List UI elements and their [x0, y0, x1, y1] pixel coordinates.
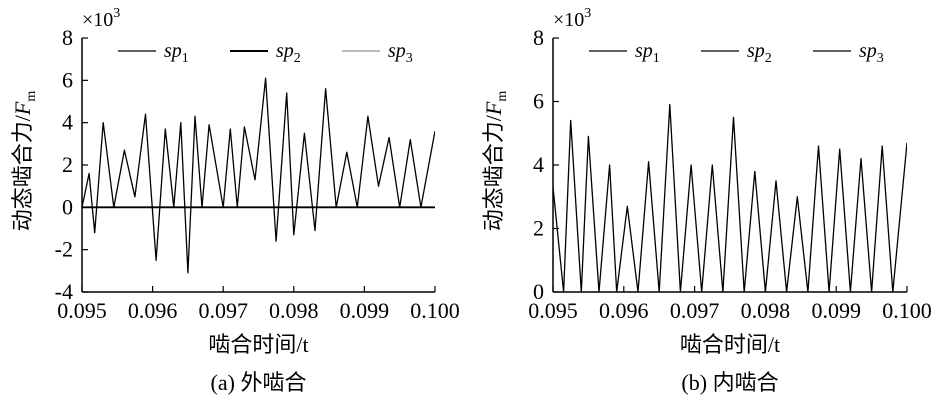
panel-a: -4 -2 0 2 4 6 8 0.095 0.096 0.097 0.098 0.099 0.100 ×… — [10, 6, 460, 395]
x-tick-label: 0.095 — [57, 298, 107, 323]
y-tick-label: -2 — [55, 237, 73, 262]
legend-label: sp2 — [747, 40, 772, 66]
y-axis-label-var: F — [10, 101, 35, 116]
legend-label-main: sp — [859, 40, 877, 62]
legend-label-sub: 1 — [182, 51, 189, 66]
x-tick-label: 0.099 — [811, 298, 861, 323]
y-axis-label-sub: m — [24, 91, 39, 102]
legend-label-sub: 2 — [765, 51, 772, 66]
y-tick-label: 0 — [62, 194, 73, 219]
panel-caption: (a) 外啮合 — [211, 370, 307, 395]
x-tick-label: 0.096 — [128, 298, 178, 323]
y-tick-label: -4 — [55, 279, 73, 304]
y-tick-label: 4 — [62, 110, 73, 135]
series-line — [82, 77, 435, 274]
y-axis-label-var: F — [481, 101, 506, 116]
x-tick-label: 0.097 — [670, 298, 720, 323]
y-tick-label: 4 — [533, 152, 544, 177]
y-axis-label-main: 动态啮合力/ — [481, 114, 506, 231]
y-tick-label: 2 — [62, 152, 73, 177]
x-tick-label: 0.096 — [599, 298, 649, 323]
x-tick-label: 0.097 — [198, 298, 248, 323]
legend-label: sp3 — [859, 40, 884, 66]
x-tick-label: 0.100 — [410, 298, 460, 323]
legend-label-sub: 3 — [877, 51, 884, 66]
legend-label-sub: 2 — [294, 51, 301, 66]
x-tick-label: 0.099 — [340, 298, 390, 323]
legend-label-main: sp — [635, 40, 653, 62]
x-axis-label: 啮合时间/t — [680, 332, 780, 357]
y-multiplier: ×103 — [82, 6, 120, 31]
y-tick-label: 0 — [533, 279, 544, 304]
y-axis-label-sub: m — [495, 91, 510, 102]
y-tick-label: 8 — [533, 25, 544, 50]
y-multiplier-base: ×10 — [553, 9, 584, 31]
legend-label: sp3 — [388, 40, 413, 66]
y-multiplier: ×103 — [553, 6, 591, 31]
series-line — [553, 104, 907, 292]
y-tick-label: 2 — [533, 216, 544, 241]
y-tick-label: 6 — [533, 89, 544, 114]
y-tick-label: 8 — [62, 25, 73, 50]
y-tick-label: 6 — [62, 67, 73, 92]
y-multiplier-exp: 3 — [113, 6, 120, 21]
y-axis-label: 动态啮合力/Fm — [10, 91, 39, 232]
y-multiplier-base: ×10 — [82, 9, 113, 31]
x-axis-label: 啮合时间/t — [208, 332, 308, 357]
legend-label-main: sp — [164, 40, 182, 62]
legend-label-main: sp — [276, 40, 294, 62]
x-tick-label: 0.095 — [528, 298, 578, 323]
legend-label: sp1 — [635, 40, 660, 66]
legend-label: sp2 — [276, 40, 301, 66]
legend-label-sub: 1 — [653, 51, 660, 66]
x-tick-label: 0.098 — [269, 298, 319, 323]
legend-label-sub: 3 — [406, 51, 413, 66]
y-axis-label-main: 动态啮合力/ — [10, 114, 35, 231]
legend-label: sp1 — [164, 40, 189, 66]
y-axis-label: 动态啮合力/Fm — [481, 91, 510, 232]
x-tick-label: 0.098 — [741, 298, 791, 323]
legend-label-main: sp — [388, 40, 406, 62]
panel-caption: (b) 内啮合 — [681, 370, 778, 395]
y-multiplier-exp: 3 — [584, 6, 591, 21]
x-tick-label: 0.100 — [882, 298, 932, 323]
legend-label-main: sp — [747, 40, 765, 62]
